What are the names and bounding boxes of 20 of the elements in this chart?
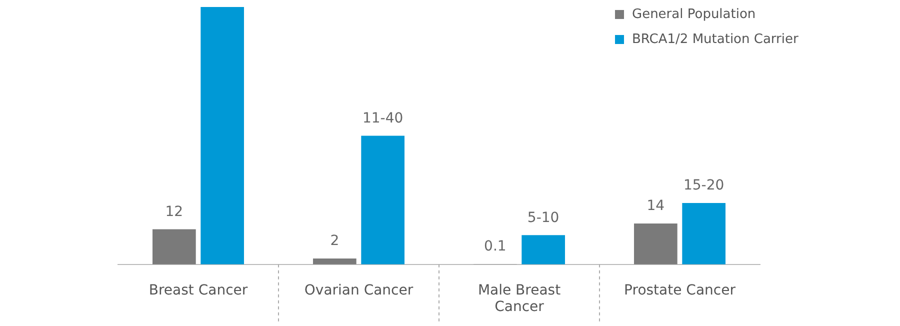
data-label: 14 (646, 198, 665, 214)
data-label: 2 (330, 233, 340, 250)
x-tick-label: Breast Cancer (148, 282, 248, 298)
bar (522, 235, 565, 264)
data-label: 0.1 (484, 238, 506, 255)
bar (682, 202, 726, 264)
data-label: 12 (165, 204, 184, 220)
bar (634, 223, 678, 264)
x-tick-label: Ovarian Cancer (304, 282, 414, 298)
data-label: 11-40 (362, 110, 404, 126)
bar (152, 229, 196, 264)
bar (361, 136, 404, 264)
x-tick-label: Male Breast Cancer (478, 282, 562, 316)
legend-label: BRCA1/2 Mutation Carrier (632, 32, 798, 47)
bar (200, 7, 244, 264)
bar (313, 258, 356, 264)
legend-label: General Population (632, 7, 756, 22)
x-tick-label: Prostate Cancer (624, 282, 736, 298)
data-label: 5-10 (527, 210, 560, 226)
data-label: 15-20 (683, 178, 724, 194)
